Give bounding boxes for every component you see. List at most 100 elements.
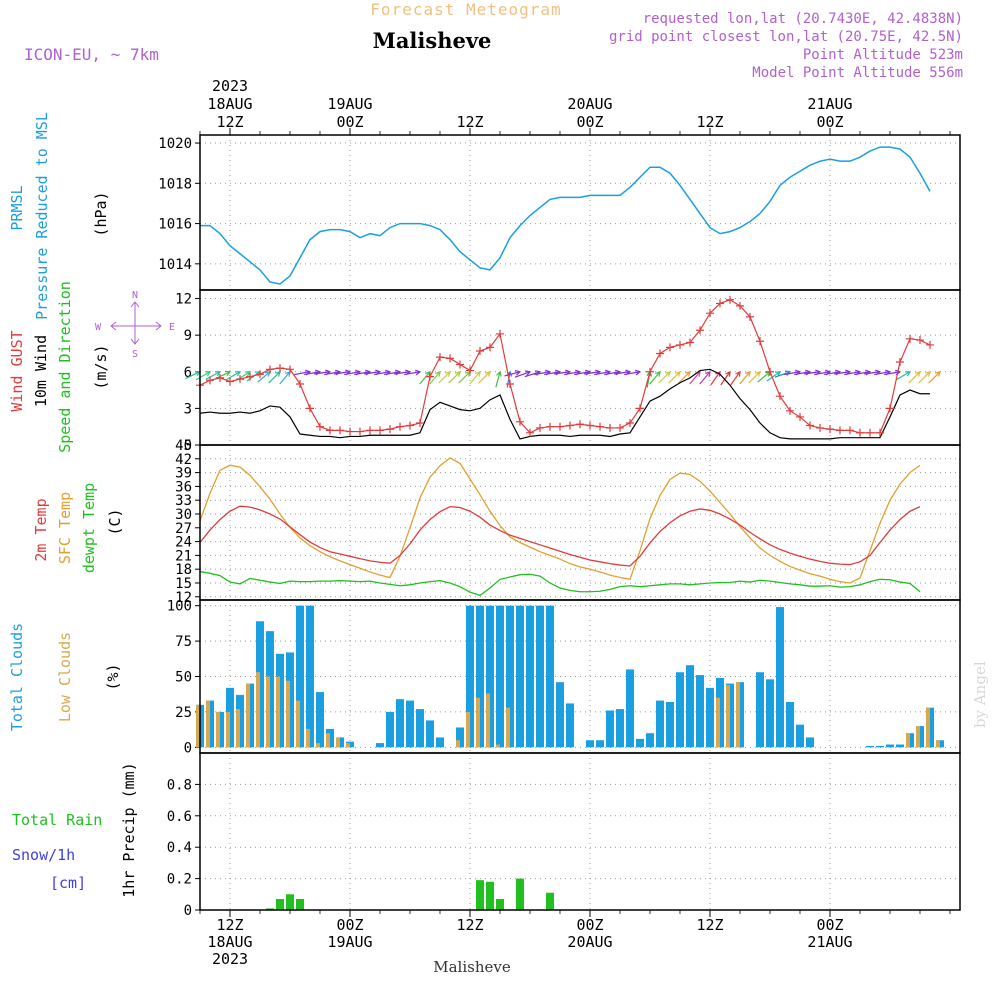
- wind-barb-head: [515, 371, 521, 376]
- cloud-label-total: Total Clouds: [8, 623, 26, 731]
- y-tick-label: 39: [175, 466, 192, 482]
- y-tick-label: 1016: [158, 217, 192, 233]
- wind-barb-head: [675, 371, 681, 374]
- wind-barb-head: [635, 369, 641, 373]
- wind-barb-shaft: [185, 371, 201, 380]
- bottom-time-label: 00Z: [336, 916, 363, 934]
- wind-barb-head: [918, 371, 921, 377]
- gust-point: [216, 373, 224, 382]
- compass-rose: N S W E: [95, 290, 175, 360]
- wind-barb-head: [745, 371, 751, 375]
- gust-point: [566, 421, 574, 430]
- precip-label-snow: Snow/1h: [12, 846, 75, 864]
- wind-barb-shaft: [918, 371, 931, 384]
- rain-bar: [496, 899, 504, 910]
- wind-barb-shaft: [534, 371, 551, 376]
- total-cloud-bar: [376, 743, 384, 748]
- gust-point: [776, 392, 784, 401]
- gust-point: [536, 423, 544, 432]
- wind-barb-shaft: [748, 371, 761, 384]
- panel-frame: [199, 134, 961, 291]
- total-cloud-bar: [886, 744, 894, 748]
- gust-point: [506, 379, 514, 388]
- wind-barb-shaft: [314, 371, 331, 375]
- wind-barb-head: [565, 369, 571, 373]
- gust-point: [656, 349, 664, 358]
- pressure-label-1: PRMSL: [8, 185, 26, 230]
- wind-barb-head: [605, 369, 611, 373]
- wind-barb-head: [784, 370, 791, 373]
- y-tick-label: 21: [175, 548, 192, 564]
- wind-barb-shaft: [429, 371, 441, 385]
- wind-barb-head: [655, 371, 661, 375]
- wind-barb-head: [615, 369, 621, 373]
- gust-point: [646, 367, 654, 376]
- total-cloud-bar: [486, 605, 494, 748]
- gust-point: [276, 364, 284, 373]
- total-cloud-bar: [526, 605, 534, 748]
- low-cloud-bar: [346, 743, 350, 748]
- wind-barb: [668, 371, 681, 384]
- compass-n: N: [132, 290, 138, 301]
- y-tick-label: 36: [175, 479, 192, 495]
- model-label: ICON-EU, ~ 7km: [24, 45, 159, 64]
- gust-point: [716, 299, 724, 308]
- gust-point: [696, 326, 704, 335]
- total-cloud-bar: [896, 744, 904, 748]
- wind-barb-head: [855, 369, 861, 373]
- panel-pressure: 1014 1016 1018 1020: [158, 134, 961, 291]
- wind-barb-head: [825, 369, 831, 373]
- total-cloud-bar: [676, 672, 684, 748]
- wind-barb-shaft: [624, 371, 641, 376]
- top-time-label: 20AUG: [567, 95, 612, 113]
- wind-barb-head: [285, 371, 291, 375]
- low-cloud-bar: [246, 683, 250, 748]
- wind-barb-head: [688, 371, 691, 377]
- y-tick-label: 1014: [158, 257, 192, 273]
- wind-barb: [448, 371, 461, 384]
- wind-barb-head: [375, 369, 381, 373]
- wind-barb: [699, 371, 711, 385]
- bottom-time-label: 12Z: [456, 916, 483, 934]
- y-tick-label: 3: [184, 401, 192, 417]
- temp-label-sfc: SFC Temp: [56, 492, 74, 564]
- low-cloud-bar: [476, 697, 480, 748]
- wind-barb-head: [735, 371, 741, 375]
- wind-barb-head: [665, 371, 671, 374]
- wind-barb-head: [575, 369, 581, 373]
- y-tick-label: 30: [175, 507, 192, 523]
- wind-barb-head: [415, 371, 421, 376]
- low-cloud-bar: [506, 707, 510, 748]
- wind-barb-shaft: [438, 371, 451, 384]
- wind-barb: [514, 370, 531, 378]
- wind-barb-shaft: [205, 371, 221, 380]
- gust-point: [636, 404, 644, 413]
- wind-barb-shaft: [374, 371, 391, 376]
- top-time-label: 00Z: [576, 113, 603, 131]
- gust-point: [556, 422, 564, 431]
- gust-point: [616, 423, 624, 432]
- bottom-time-label: 20AUG: [567, 933, 612, 951]
- gust-point: [676, 340, 684, 349]
- total-cloud-bar: [586, 740, 594, 748]
- wind-barb-head: [935, 371, 941, 374]
- wind-barb-head: [485, 371, 491, 374]
- wind-barb-shaft: [514, 371, 531, 378]
- top-time-label: 00Z: [816, 113, 843, 131]
- wind-barb: [205, 371, 221, 380]
- wind-barb-shaft: [668, 371, 681, 384]
- wind-barb: [928, 371, 941, 384]
- wind-barb-shaft: [554, 371, 571, 375]
- cloud-label-low: Low Clouds: [56, 632, 74, 722]
- gust-point: [266, 365, 274, 374]
- wind-barb: [438, 371, 451, 384]
- wind-barb-head: [875, 369, 881, 373]
- wind-barb-shaft: [739, 371, 751, 385]
- wind-barb-shaft: [757, 371, 771, 383]
- y-tick-label: 27: [175, 521, 192, 537]
- gust-point: [666, 343, 674, 352]
- low-cloud-bar: [296, 700, 300, 748]
- wind-barb: [624, 369, 641, 376]
- wind-barb-head: [524, 370, 531, 373]
- wind-barb: [649, 371, 661, 385]
